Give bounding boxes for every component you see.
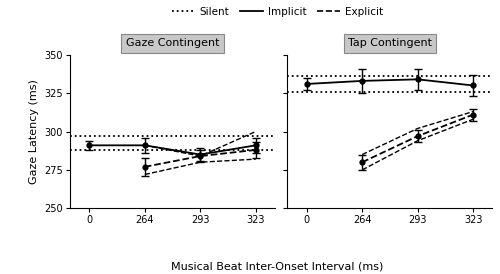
Legend: Silent, Implicit, Explicit: Silent, Implicit, Explicit <box>168 2 388 21</box>
Text: Musical Beat Inter-Onset Interval (ms): Musical Beat Inter-Onset Interval (ms) <box>172 261 384 271</box>
Y-axis label: Gaze Latency (ms): Gaze Latency (ms) <box>28 79 39 184</box>
Title: Gaze Contingent: Gaze Contingent <box>126 38 220 48</box>
Title: Tap Contingent: Tap Contingent <box>348 38 432 48</box>
